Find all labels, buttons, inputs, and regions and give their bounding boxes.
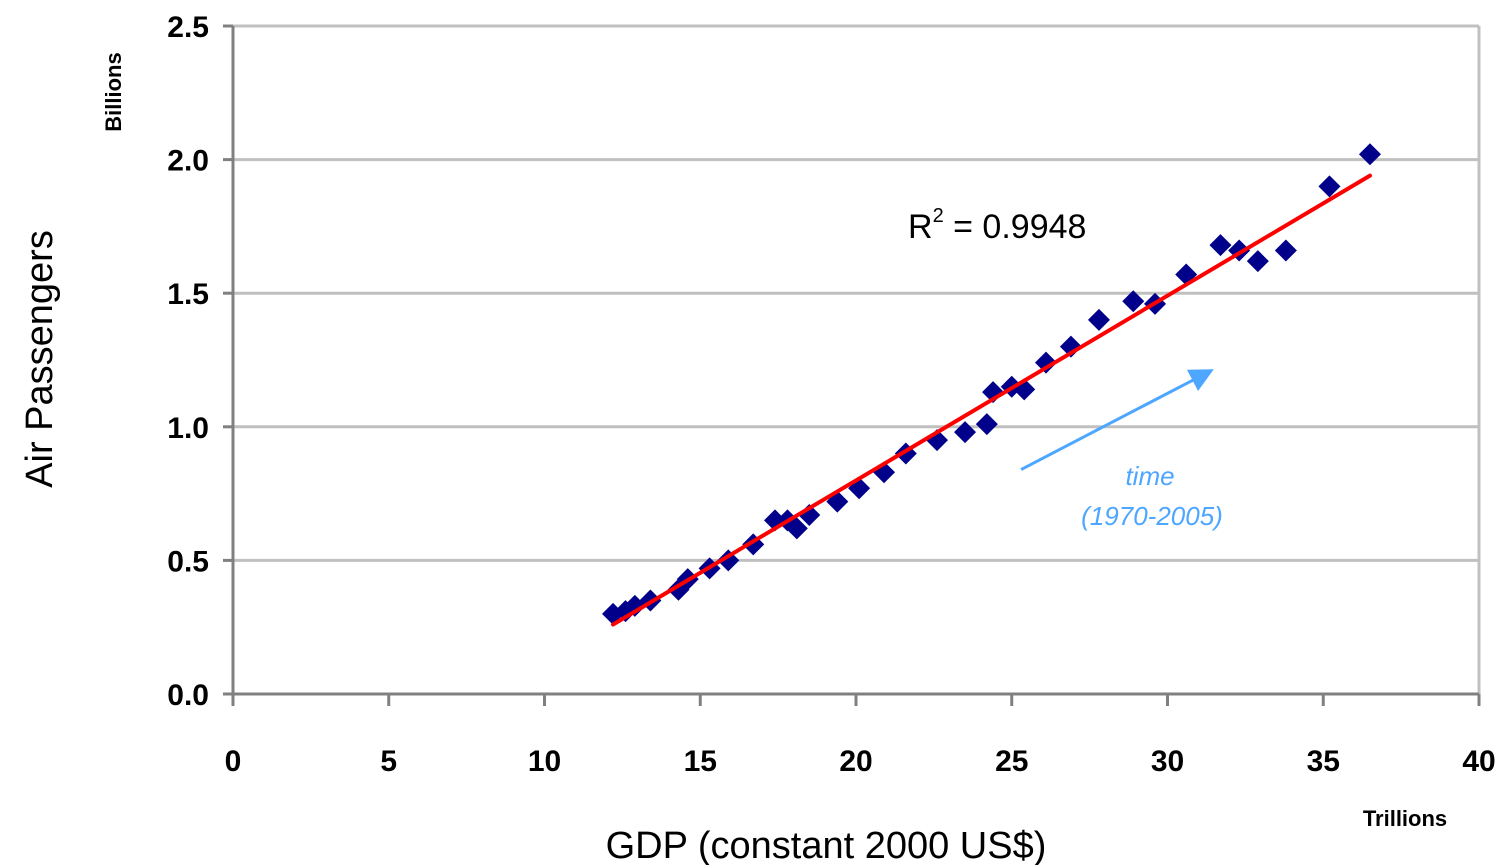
data-point <box>1059 335 1082 358</box>
axes <box>223 24 1481 706</box>
y-tick-labels: 0.0 0.5 1.0 1.5 2.0 2.5 <box>167 11 209 712</box>
data-point <box>1318 175 1341 198</box>
y-unit-label: Billions <box>101 52 126 131</box>
x-tick-label-5: 5 <box>380 745 397 778</box>
data-point <box>1209 234 1232 257</box>
r-squared-superscript: 2 <box>933 205 944 227</box>
data-point <box>1122 290 1145 313</box>
r-squared-value: = 0.9948 <box>944 208 1087 246</box>
trendline <box>611 173 1372 627</box>
x-unit-label: Trillions <box>1363 806 1447 831</box>
y-tick-label-1.0: 1.0 <box>167 412 209 445</box>
gridlines <box>233 24 1481 694</box>
x-axis-title: GDP (constant 2000 US$) <box>606 825 1047 865</box>
data-point <box>785 517 808 540</box>
x-tick-label-15: 15 <box>684 745 717 778</box>
data-point <box>1358 143 1381 166</box>
y-tick-label-2.5: 2.5 <box>167 11 209 44</box>
time-label-line1: time <box>1125 461 1174 491</box>
data-point <box>1246 250 1269 273</box>
time-arrow <box>1020 369 1214 471</box>
data-point <box>975 413 998 436</box>
y-axis-title: Air Passengers <box>19 230 61 488</box>
time-label-line2: (1970-2005) <box>1081 501 1223 531</box>
x-tick-label-20: 20 <box>839 745 872 778</box>
y-tick-label-2.0: 2.0 <box>167 145 209 178</box>
x-tick-label-0: 0 <box>225 745 242 778</box>
data-point <box>954 421 977 444</box>
y-tick-label-0.0: 0.0 <box>167 679 209 712</box>
y-tick-label-1.5: 1.5 <box>167 278 209 311</box>
y-tick-label-0.5: 0.5 <box>167 545 209 578</box>
x-tick-label-10: 10 <box>528 745 561 778</box>
data-point <box>1035 351 1058 374</box>
data-point <box>1274 239 1297 262</box>
x-tick-label-40: 40 <box>1462 745 1495 778</box>
r-squared-symbol: R <box>908 208 933 246</box>
r-squared-annotation: R2 = 0.9948 <box>908 205 1086 246</box>
x-tick-label-25: 25 <box>995 745 1028 778</box>
x-tick-label-30: 30 <box>1151 745 1184 778</box>
x-tick-label-35: 35 <box>1307 745 1340 778</box>
x-tick-labels: 0 5 10 15 20 25 30 35 40 <box>225 745 1496 778</box>
data-point <box>1087 308 1110 331</box>
